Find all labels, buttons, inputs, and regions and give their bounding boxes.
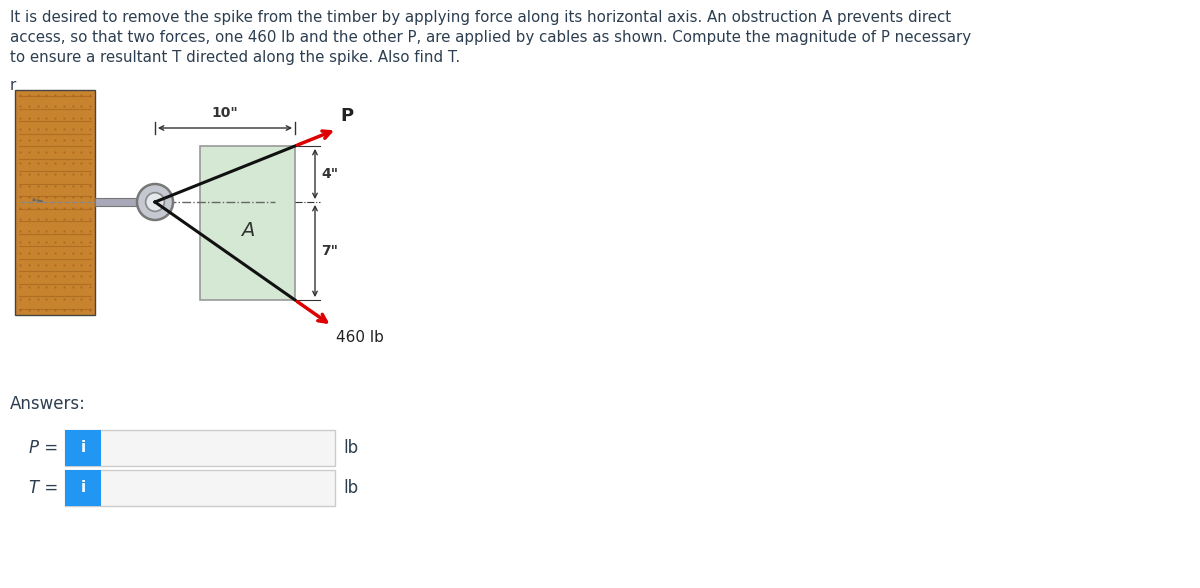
- Text: 4": 4": [322, 167, 338, 181]
- Bar: [14, 90, 95, 315]
- Text: Answers:: Answers:: [10, 395, 86, 413]
- Text: r: r: [10, 78, 17, 93]
- Text: It is desired to remove the spike from the timber by applying force along its ho: It is desired to remove the spike from t…: [10, 10, 952, 25]
- Text: lb: lb: [343, 439, 358, 457]
- Text: to ensure a resultant T directed along the spike. Also find T.: to ensure a resultant T directed along t…: [10, 50, 460, 65]
- Bar: [200, 146, 295, 300]
- Circle shape: [145, 193, 164, 211]
- Text: 10": 10": [211, 106, 239, 120]
- Text: 7": 7": [322, 244, 338, 258]
- Bar: [65, 470, 101, 506]
- Text: lb: lb: [343, 479, 358, 497]
- Text: T =: T =: [29, 479, 58, 497]
- Text: access, so that two forces, one 460 lb and the other P, are applied by cables as: access, so that two forces, one 460 lb a…: [10, 30, 971, 45]
- Text: P =: P =: [29, 439, 58, 457]
- Text: i: i: [80, 440, 85, 456]
- Text: 460 lb: 460 lb: [336, 330, 384, 345]
- Text: A: A: [241, 220, 254, 239]
- Bar: [65, 430, 101, 466]
- Bar: [95, 198, 145, 206]
- Bar: [65, 430, 335, 466]
- Text: i: i: [80, 480, 85, 496]
- Circle shape: [137, 184, 173, 220]
- Bar: [65, 470, 335, 506]
- Text: P: P: [341, 107, 354, 125]
